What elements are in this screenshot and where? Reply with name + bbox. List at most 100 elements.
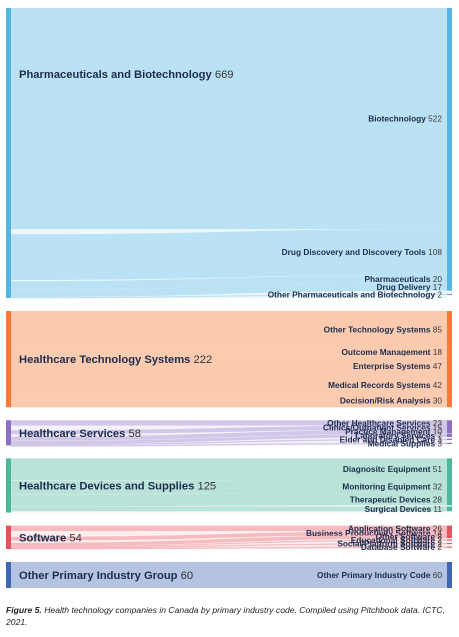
target-bar-decision-risk-analysis: [447, 394, 452, 408]
source-value: 58: [128, 428, 140, 440]
target-label-other-technology-systems: Other Technology Systems 85: [324, 324, 443, 334]
target-bar-drug-discovery-and-discovery-tools: [447, 229, 452, 275]
target-value: 8: [437, 531, 442, 541]
flow-other-pharmaceuticals-and-biotechnology: [11, 293, 447, 299]
source-bar-software: [6, 525, 11, 549]
target-label-decision-risk-analysis: Decision/Risk Analysis 30: [340, 396, 442, 406]
target-label-other-healthcare-services: Other Healthcare Services 23: [327, 418, 442, 428]
target-label-other-primary-industry-code: Other Primary Industry Code 60: [317, 570, 442, 580]
target-value: 17: [433, 282, 443, 292]
target-bar-business-productivity-software: [447, 530, 452, 535]
flow-clinics-outpatient-services: [11, 425, 447, 435]
flow-pharmaceuticals: [11, 274, 447, 290]
target-label-monitoring-equipment: Monitoring Equipment 32: [342, 482, 442, 492]
flow-medical-supplies: [11, 442, 447, 447]
target-value: 85: [433, 324, 443, 334]
source-label-healthcare-technology-systems: Healthcare Technology Systems 222: [19, 354, 212, 366]
target-value: 15: [433, 423, 443, 433]
target-bar-social-platform-software: [447, 542, 452, 545]
flow-drug-delivery: [11, 283, 447, 298]
source-label-other-primary-industry-group: Other Primary Industry Group 60: [19, 570, 193, 582]
target-bar-elder-and-disabled-care: [447, 438, 452, 441]
target-bar-other-primary-industry-code: [447, 561, 452, 588]
target-value: 2: [437, 542, 442, 552]
target-bar-enterprise-systems: [447, 355, 452, 377]
target-value: 522: [428, 114, 442, 124]
target-bar-other-technology-systems: [447, 311, 452, 348]
target-bar-other-pharmaceuticals-and-biotechnology: [447, 293, 452, 295]
flow-business-productivity-software: [11, 530, 447, 541]
target-value: 42: [433, 380, 443, 390]
flow-outcome-management: [11, 347, 447, 356]
flow-surgical-devices: [11, 506, 447, 512]
target-label-educational-software: Educational Software 2: [351, 535, 443, 545]
target-value: 18: [433, 347, 443, 357]
target-value: 11: [433, 504, 442, 514]
target-value: 30: [433, 396, 443, 406]
target-bar-therapeutic-devices: [447, 493, 452, 506]
flow-other-technology-systems: [11, 311, 447, 348]
figure-label: Figure 5.: [6, 605, 42, 615]
target-bar-other-healthcare-services: [447, 420, 452, 426]
target-label-clinics-outpatient-services: Clinics/Outpatient Services 15: [323, 423, 442, 433]
target-label-pharmaceuticals: Pharmaceuticals 20: [365, 274, 443, 284]
target-bar-medical-records-systems: [447, 376, 452, 395]
target-label-laboratory-services: Laboratory Services 7: [355, 430, 442, 440]
target-value: 60: [433, 570, 443, 580]
source-bar-other-primary-industry-group: [6, 561, 11, 588]
target-value: 2: [437, 289, 442, 299]
target-value: 26: [433, 523, 443, 533]
flow-other-healthcare-services: [11, 420, 447, 426]
target-bar-educational-software: [447, 539, 452, 541]
source-group-pharmaceuticals-and-biotechnology: Biotechnology 522 Drug Discovery and Disc…: [6, 8, 452, 299]
flow-diagnositc-equipment: [11, 458, 447, 480]
target-bar-other-software: [447, 534, 452, 539]
target-value: 51: [433, 464, 443, 474]
target-label-social-platform-software: Social/Platform Software 2: [337, 539, 442, 549]
target-bar-clinics-outpatient-services: [447, 425, 452, 430]
flow-database-software: [11, 546, 447, 550]
flow-application-software: [11, 525, 447, 531]
target-label-enterprise-systems: Enterprise Systems 47: [353, 361, 442, 371]
target-label-outcome-management: Outcome Management 18: [341, 347, 442, 357]
target-label-business-productivity-software: Business Productivity Software 14: [306, 528, 442, 538]
source-bar-healthcare-devices-and-supplies: [6, 458, 11, 513]
flow-other-software: [11, 534, 447, 547]
target-value: 10: [433, 426, 443, 436]
target-label-application-software: Application Software 26: [348, 523, 442, 533]
source-label-healthcare-services: Healthcare Services 58: [19, 428, 141, 440]
caption-text: Health technology companies in Canada by…: [6, 605, 445, 627]
flow-drug-discovery-and-discovery-tools: [11, 229, 447, 281]
target-value: 3: [437, 438, 442, 448]
source-value: 60: [181, 570, 193, 582]
target-value: 2: [437, 535, 442, 545]
target-label-drug-delivery: Drug Delivery 17: [377, 282, 443, 292]
flow-therapeutic-devices: [11, 493, 447, 507]
source-label-pharmaceuticals-and-biotechnology: Pharmaceuticals and Biotechnology 669: [19, 69, 234, 81]
flow-elder-and-disabled-care: [11, 438, 447, 446]
target-label-other-pharmaceuticals-and-biotechnology: Other Pharmaceuticals and Biotechnology …: [268, 289, 443, 299]
target-value: 28: [433, 494, 443, 504]
target-label-elder-and-disabled-care: Elder and Disabled Care 3: [340, 434, 443, 444]
target-label-medical-supplies: Medical Supplies 3: [368, 438, 443, 448]
figure-caption: Figure 5. Health technology companies in…: [6, 604, 446, 628]
source-group-healthcare-technology-systems: Other Technology Systems 85 Outcome Manag…: [6, 311, 452, 408]
target-value: 3: [437, 434, 442, 444]
target-label-practice-management: Practice Management 10: [345, 426, 442, 436]
target-label-therapeutic-devices: Therapeutic Devices 28: [350, 494, 443, 504]
target-label-biotechnology: Biotechnology 522: [368, 114, 442, 124]
target-bar-biotechnology: [447, 8, 452, 230]
target-label-medical-records-systems: Medical Records Systems 42: [328, 380, 442, 390]
target-label-database-software: Database Software 2: [361, 542, 443, 552]
source-bar-healthcare-technology-systems: [6, 311, 11, 408]
target-bar-surgical-devices: [447, 506, 452, 512]
target-bar-outcome-management: [447, 347, 452, 356]
target-label-diagnositc-equipment: Diagnositc Equipment 51: [343, 464, 443, 474]
target-value: 47: [433, 361, 443, 371]
source-group-other-primary-industry-group: Other Primary Industry Code 60 Other Prim…: [6, 561, 452, 588]
flow-medical-records-systems: [11, 376, 447, 395]
flow-monitoring-equipment: [11, 479, 447, 495]
flow-other-primary-industry-code: [11, 561, 447, 588]
target-value: 14: [433, 528, 443, 538]
